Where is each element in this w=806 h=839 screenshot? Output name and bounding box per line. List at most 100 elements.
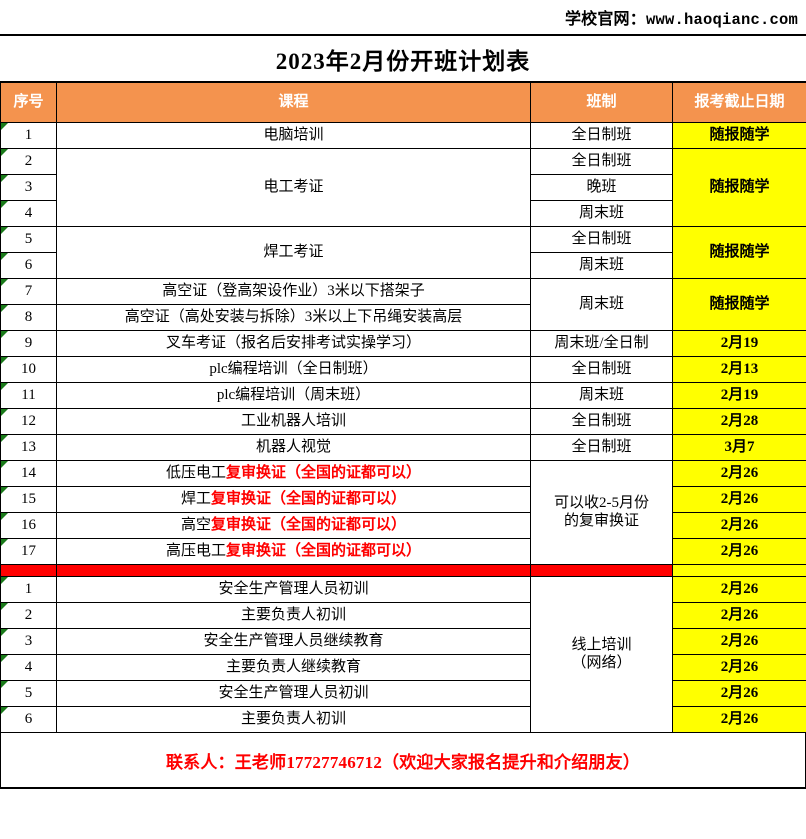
row-course: 高空证（登高架设作业）3米以下搭架子 xyxy=(56,278,531,305)
row-sn: 11 xyxy=(0,382,57,409)
sn-value: 2 xyxy=(24,606,33,623)
row-course: 主要负责人继续教育 xyxy=(56,654,531,681)
row-sn: 3 xyxy=(0,628,57,655)
row-course: 安全生产管理人员初训 xyxy=(56,576,531,603)
sn-value: 13 xyxy=(21,438,36,455)
table-row: 7 高空证（登高架设作业）3米以下搭架子 周末班 随报随学 xyxy=(0,278,806,331)
sn-value: 14 xyxy=(21,464,36,481)
sn-value: 8 xyxy=(24,308,33,325)
row-deadline: 2月26 xyxy=(672,576,806,603)
separator-cell-class xyxy=(530,564,673,577)
class-merge-line2: 的复审换证 xyxy=(563,512,639,529)
table-header-row: 序号 课程 班制 报考截止日期 xyxy=(0,82,806,123)
sn-value: 6 xyxy=(24,256,33,273)
row-deadline: 2月26 xyxy=(672,680,806,707)
sn-value: 5 xyxy=(24,684,33,701)
course-prefix: 低压电工 xyxy=(165,464,226,481)
row-course: 叉车考证（报名后安排考试实操学习） xyxy=(56,330,531,357)
sn-value: 2 xyxy=(24,152,33,169)
row-course: 安全生产管理人员继续教育 xyxy=(56,628,531,655)
sn-value: 9 xyxy=(24,334,33,351)
cell-error-flag-icon xyxy=(1,305,8,312)
table-row: 14 低压电工复审换证（全国的证都可以） 可以收2-5月份 的复审换证 2月26 xyxy=(0,460,806,565)
row-course-merged: 焊工考证 xyxy=(56,226,531,279)
website-header-row: 学校官网：www.haoqianc.com xyxy=(0,0,806,36)
sn-value: 15 xyxy=(21,490,36,507)
table-row: 11 plc编程培训（周末班） 周末班 2月19 xyxy=(0,382,806,409)
separator-cell-deadline xyxy=(672,564,806,577)
row-sn: 1 xyxy=(0,122,57,149)
course-recert-note: 复审换证（全国的证都可以） xyxy=(211,490,407,507)
sn-value: 16 xyxy=(21,516,36,533)
cell-error-flag-icon xyxy=(1,149,8,156)
contact-info-text: 联系人：王老师17727746712（欢迎大家报名提升和介绍朋友） xyxy=(165,752,641,772)
cell-error-flag-icon xyxy=(1,201,8,208)
sn-value: 1 xyxy=(24,126,33,143)
row-course: plc编程培训（全日制班） xyxy=(56,356,531,383)
table-row: 12 工业机器人培训 全日制班 2月28 xyxy=(0,408,806,435)
row-sn: 9 xyxy=(0,330,57,357)
table-row: 8 高空证（高处安装与拆除）3米以上下吊绳安装高层 xyxy=(0,304,806,331)
table-header: 序号 课程 班制 报考截止日期 xyxy=(0,82,806,123)
row-class-merged-online: 线上培训 （网络） xyxy=(530,576,673,733)
cell-error-flag-icon xyxy=(1,279,8,286)
row-deadline-merged: 随报随学 xyxy=(672,226,806,279)
row-deadline: 2月19 xyxy=(672,330,806,357)
sn-value: 7 xyxy=(24,282,33,299)
course-recert-note: 复审换证（全国的证都可以） xyxy=(226,542,422,559)
course-recert-note: 复审换证（全国的证都可以） xyxy=(226,464,422,481)
row-course: 高空复审换证（全国的证都可以） xyxy=(56,512,531,539)
page-title: 2023年2月份开班计划表 xyxy=(275,48,531,74)
row-class: 全日制班 xyxy=(530,356,673,383)
table-row: 4 主要负责人继续教育 2月26 xyxy=(0,654,806,681)
cell-error-flag-icon xyxy=(1,655,8,662)
row-sn: 6 xyxy=(0,706,57,733)
table-row: 3 安全生产管理人员继续教育 2月26 xyxy=(0,628,806,655)
row-sn: 8 xyxy=(0,304,57,331)
sn-value: 17 xyxy=(21,542,36,559)
row-sn: 14 xyxy=(0,460,57,487)
row-sn: 2 xyxy=(0,602,57,629)
row-deadline: 2月26 xyxy=(672,460,806,487)
table-title-row: 2023年2月份开班计划表 xyxy=(0,36,806,82)
column-header-sn: 序号 xyxy=(0,82,57,123)
row-deadline: 2月19 xyxy=(672,382,806,409)
row-deadline: 2月26 xyxy=(672,628,806,655)
row-class: 晚班 xyxy=(530,174,673,201)
table-body: 1 电脑培训 全日制班 随报随学 2 电工考证 全日制班 随报随学 3 晚班 4… xyxy=(0,122,806,733)
sn-value: 12 xyxy=(21,412,36,429)
row-class: 周末班 xyxy=(530,200,673,227)
row-class: 周末班 xyxy=(530,382,673,409)
row-deadline: 2月26 xyxy=(672,512,806,539)
class-merge-line1: 可以收2-5月份 xyxy=(554,495,649,512)
cell-error-flag-icon xyxy=(1,123,8,130)
row-deadline: 2月13 xyxy=(672,356,806,383)
sn-value: 4 xyxy=(24,204,33,221)
row-sn: 3 xyxy=(0,174,57,201)
row-sn: 17 xyxy=(0,538,57,565)
cell-error-flag-icon xyxy=(1,681,8,688)
table-row: 13 机器人视觉 全日制班 3月7 xyxy=(0,434,806,461)
row-sn: 15 xyxy=(0,486,57,513)
row-sn: 4 xyxy=(0,654,57,681)
row-course: 工业机器人培训 xyxy=(56,408,531,435)
row-deadline: 随报随学 xyxy=(672,122,806,149)
row-class: 全日制班 xyxy=(530,226,673,253)
cell-error-flag-icon xyxy=(1,383,8,390)
row-sn: 13 xyxy=(0,434,57,461)
table-row: 6 主要负责人初训 2月26 xyxy=(0,706,806,733)
table-row: 2 电工考证 全日制班 随报随学 xyxy=(0,148,806,227)
row-sn: 5 xyxy=(0,226,57,253)
sn-value: 11 xyxy=(21,386,36,403)
cell-error-flag-icon xyxy=(1,435,8,442)
sn-value: 3 xyxy=(24,178,33,195)
table-row: 2 主要负责人初训 2月26 xyxy=(0,602,806,629)
row-course: 高空证（高处安装与拆除）3米以上下吊绳安装高层 xyxy=(56,304,531,331)
cell-error-flag-icon xyxy=(1,409,8,416)
column-header-deadline: 报考截止日期 xyxy=(672,82,806,123)
table-row: 3 晚班 xyxy=(0,174,806,201)
row-course: 主要负责人初训 xyxy=(56,706,531,733)
row-class: 全日制班 xyxy=(530,148,673,175)
class-online-line1: 线上培训 xyxy=(571,637,632,654)
cell-error-flag-icon xyxy=(1,539,8,546)
